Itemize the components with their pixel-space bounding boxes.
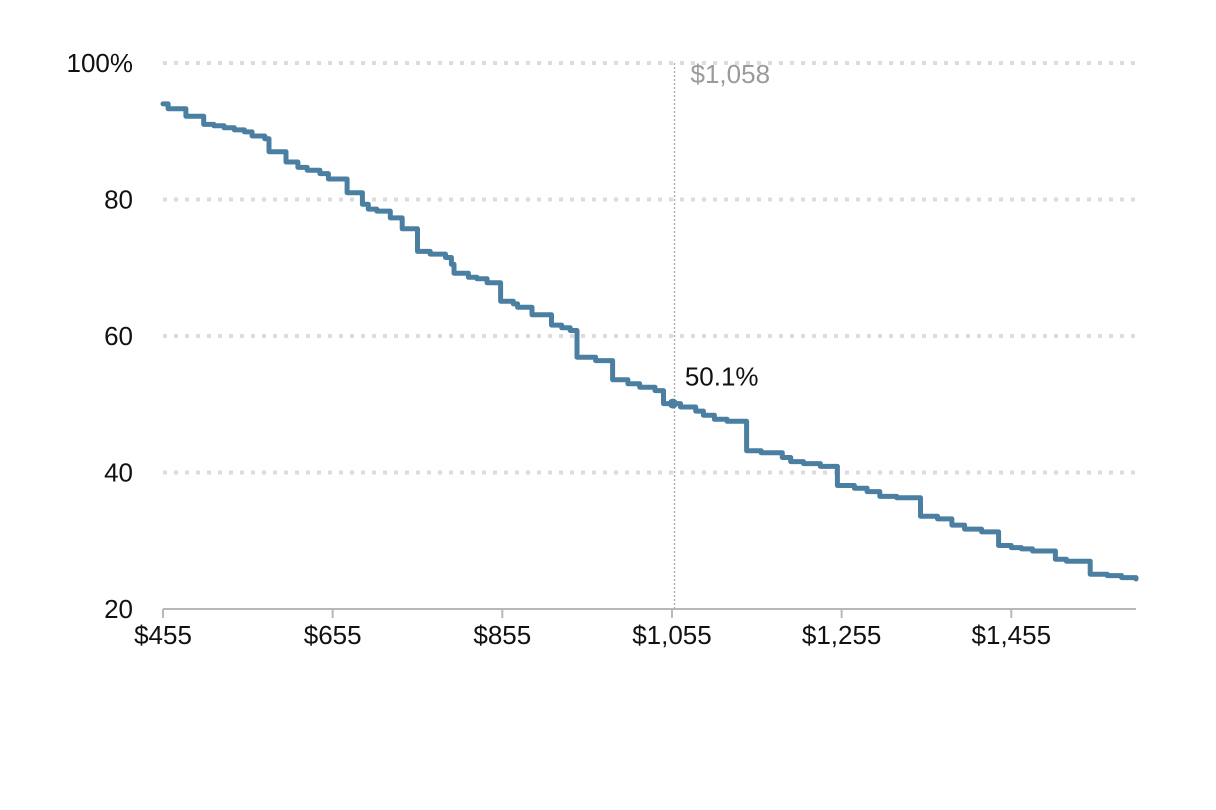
reference-line-group: $1,058: [673, 59, 771, 609]
y-tick-label-1: 80: [104, 185, 133, 215]
highlight-group: 50.1%: [667, 362, 759, 409]
series-line-0: [160, 101, 1139, 582]
x-tick-label-2: $855: [473, 620, 531, 650]
x-tick-label-3: $1,055: [632, 620, 712, 650]
tick-labels: 100% 80 60 40 20$455 $655 $855 $1,055 $1,255 $1,4…: [67, 48, 1052, 650]
gridlines: [163, 61, 1136, 475]
x-tick-label-5: $1,455: [972, 620, 1052, 650]
highlight-point-label: 50.1%: [685, 362, 759, 392]
y-tick-label-2: 60: [104, 321, 133, 351]
axes: [162, 608, 1136, 618]
series-group: [160, 101, 1139, 582]
x-tick-label-0: $455: [134, 620, 192, 650]
y-tick-label-0: 100%: [67, 48, 134, 78]
y-tick-label-3: 40: [104, 458, 133, 488]
y-tick-label-4: 20: [104, 594, 133, 624]
x-tick-label-4: $1,255: [802, 620, 882, 650]
highlight-point: [667, 398, 678, 409]
x-tick-label-1: $655: [304, 620, 362, 650]
reference-line-label: $1,058: [691, 59, 771, 89]
